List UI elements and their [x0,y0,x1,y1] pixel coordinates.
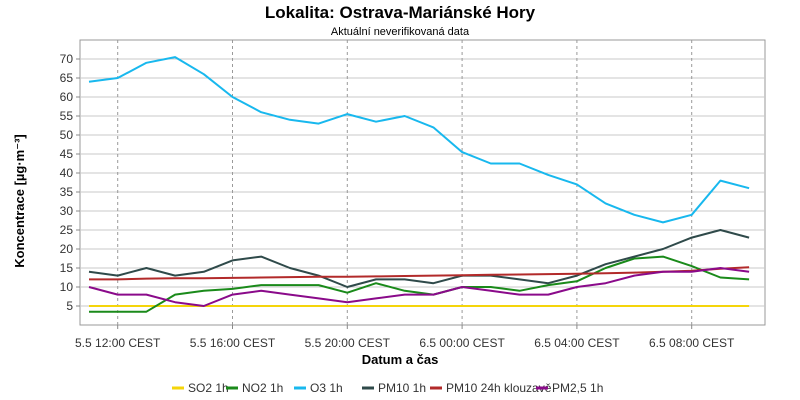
x-tick-label: 5.5 20:00 CEST [305,336,391,350]
x-axis-label: Datum a čas [362,352,439,367]
series-group [88,56,750,313]
y-tick-label: 25 [60,223,74,237]
y-tick-label: 70 [60,52,74,66]
series-line-4 [89,266,750,281]
x-tick-label: 5.5 16:00 CEST [190,336,276,350]
x-axis: 5.5 12:00 CEST 5.5 16:00 CEST 5.5 20:00 CE… [75,325,735,350]
y-tick-label: 5 [66,299,73,313]
y-tick-label: 10 [60,280,74,294]
y-tick-label: 20 [60,242,74,256]
y-tick-label: 30 [60,204,74,218]
x-tick-label: 6.5 00:00 CEST [419,336,505,350]
x-tick-label: 6.5 04:00 CEST [534,336,620,350]
x-tick-label: 6.5 08:00 CEST [649,336,735,350]
legend-label-0: SO2 1h [188,381,229,395]
legend: SO2 1h NO2 1h O3 1h PM10 1h PM10 24h klouzav… [172,381,603,395]
legend-label-2: O3 1h [310,381,343,395]
legend-label-5: PM2,5 1h [552,381,603,395]
legend-label-3: PM10 1h [378,381,426,395]
series-line-1 [89,255,750,313]
y-axis-label: Koncentrace [µg·m⁻³] [12,134,27,268]
chart-subtitle: Aktuální neverifikovaná data [331,26,470,38]
x-tick-label: 5.5 12:00 CEST [75,336,161,350]
legend-label-1: NO2 1h [242,381,283,395]
y-tick-label: 40 [60,166,74,180]
y-tick-label: 60 [60,90,74,104]
y-tick-label: 50 [60,128,74,142]
y-tick-label: 35 [60,185,74,199]
series-line-3 [88,229,750,288]
chart-title: Lokalita: Ostrava-Mariánské Hory [265,3,536,22]
y-tick-label: 55 [60,109,74,123]
series-line-5 [88,267,750,307]
y-axis: 5 10 15 20 25 30 35 40 45 50 55 60 65 70 [60,52,80,313]
series-line-2 [88,56,750,224]
y-tick-label: 65 [60,71,74,85]
y-tick-label: 45 [60,147,74,161]
legend-label-4: PM10 24h klouzavě [446,381,552,395]
y-tick-label: 15 [60,261,74,275]
